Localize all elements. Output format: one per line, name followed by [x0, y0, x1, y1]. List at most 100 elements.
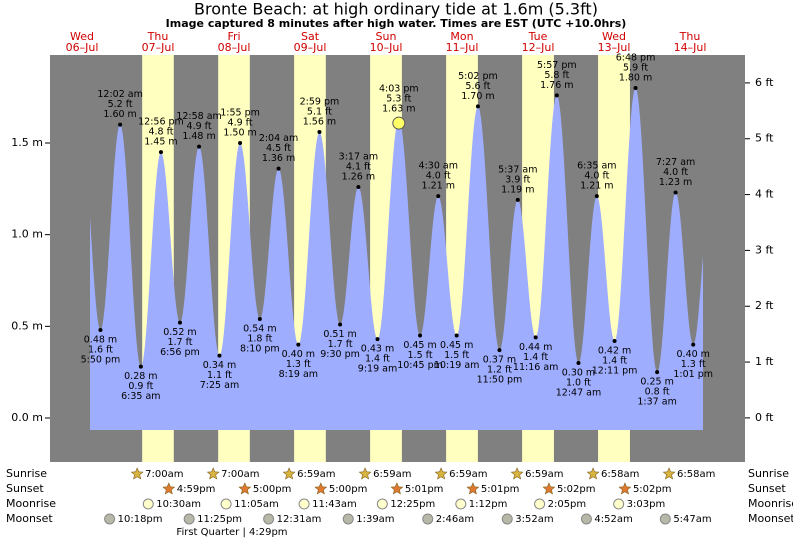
tide-point [436, 194, 441, 199]
sun-icon [618, 482, 632, 495]
tide-point [418, 333, 423, 338]
chart-layer: 0.0 m 0.5 m 1.0 m 1.5 m 0 ft 1 ft 2 ft 3 ft 4 ft… [6, 30, 793, 538]
tide-label: 1.36 m [262, 153, 295, 164]
moon-icon [376, 498, 388, 510]
sunrise-time: 6:59am [449, 469, 487, 480]
day-name: Fri [227, 30, 240, 43]
tide-label: 0.8 ft [645, 387, 670, 398]
tide-point [554, 93, 559, 98]
sunrise-time: 7:00am [145, 469, 183, 480]
tide-label: 4.0 ft [426, 171, 451, 182]
tide-label: 1.70 m [461, 91, 494, 102]
tide-label: 5.2 ft [108, 99, 133, 110]
sunrise-time: 6:59am [297, 469, 335, 480]
moonrise-time: 10:30am [156, 499, 201, 510]
tide-label: 5.9 ft [623, 63, 648, 74]
tide-label: 8:10 pm [240, 344, 280, 355]
sunset-time: 5:01pm [481, 484, 520, 495]
tide-label: 6:35 am [121, 391, 160, 402]
moonset-time: 2:46am [436, 514, 474, 525]
tide-label: 1.2 ft [487, 365, 512, 376]
sun-icon [510, 467, 524, 480]
tide-point [296, 342, 301, 347]
tide-label: 3:17 am [339, 152, 378, 163]
tide-area [90, 88, 703, 431]
tide-label: 4.9 ft [187, 121, 212, 132]
y2-tick-label: 4 ft [755, 188, 774, 201]
tide-point [158, 150, 163, 155]
y2-tick-label: 2 ft [755, 299, 774, 312]
moon-icon [659, 513, 671, 525]
row-label: Moonrise [748, 497, 793, 510]
tide-label: 1.63 m [382, 104, 415, 115]
tide-label: 4:03 pm [379, 84, 419, 95]
tide-label: 1.60 m [103, 109, 136, 120]
tide-point [276, 166, 281, 171]
moon-icon [263, 513, 275, 525]
tide-point [515, 197, 520, 202]
tide-label: 11:50 pm [477, 375, 523, 386]
moon-phase: First Quarter | 4:29pm [176, 527, 287, 538]
tide-label: 1.4 ft [365, 354, 390, 365]
moonrise-time: 3:03pm [627, 499, 666, 510]
moonrise-time: 11:05am [234, 499, 279, 510]
y2-tick-label: 5 ft [755, 132, 774, 145]
sunrise-time: 7:00am [221, 469, 259, 480]
y-tick-label: 0.5 m [11, 319, 43, 332]
tide-label: 1.5 ft [408, 350, 433, 361]
moonrise-time: 11:43am [312, 499, 357, 510]
tide-label: 1.8 ft [247, 334, 272, 345]
tide-label: 0.54 m [243, 324, 276, 335]
row-label: Moonset [6, 512, 53, 525]
tide-label: 5:57 pm [537, 60, 577, 71]
moon-icon [220, 498, 232, 510]
moonset-time: 10:18pm [118, 514, 163, 525]
sun-icon [162, 482, 176, 495]
tide-label: 5:02 pm [458, 71, 498, 82]
tide-label: 1.4 ft [602, 356, 627, 367]
tide-label: 12:58 am [176, 111, 221, 122]
tide-point [177, 320, 182, 325]
tide-point [197, 144, 202, 149]
tide-point [338, 322, 343, 327]
tide-label: 2:59 pm [300, 97, 340, 108]
tide-label: 0.45 m [440, 340, 473, 351]
sunset-time: 5:02pm [633, 484, 672, 495]
y2-tick-label: 3 ft [755, 243, 774, 256]
tide-point [217, 353, 222, 358]
sunrise-time: 6:59am [373, 469, 411, 480]
tide-label: 12:56 pm [138, 117, 184, 128]
tide-point [317, 130, 322, 134]
tide-label: 9:30 pm [320, 349, 360, 360]
day-date: 14–Jul [674, 41, 707, 54]
tide-label: 9:19 am [358, 364, 397, 375]
tide-label: 8:19 am [279, 369, 318, 380]
y2-tick-label: 1 ft [755, 355, 774, 368]
moon-icon [104, 513, 116, 525]
tide-label: 1.21 m [580, 181, 613, 192]
tide-label: 4.5 ft [266, 143, 291, 154]
tide-label: 7:27 am [656, 157, 695, 168]
row-label: Sunset [6, 482, 44, 495]
moonrise-time: 12:25pm [390, 499, 435, 510]
moonset-time: 11:25pm [197, 514, 242, 525]
tide-label: 0.40 m [282, 349, 315, 360]
day-name: Thu [679, 30, 701, 43]
row-label: Moonset [748, 512, 793, 525]
tide-label: 1.0 ft [566, 378, 591, 389]
y-tick-label: 0.0 m [11, 411, 43, 424]
row-label: Sunrise [6, 467, 47, 480]
moonset-time: 12:31am [277, 514, 322, 525]
moon-icon [422, 513, 434, 525]
day-date: 06–Jul [66, 41, 99, 54]
tide-label: 5.6 ft [465, 81, 490, 92]
tide-label: 0.52 m [163, 327, 196, 338]
tide-label: 1.80 m [619, 73, 652, 84]
sun-icon [466, 482, 480, 495]
day-date: 09–Jul [294, 41, 327, 54]
sunrise-time: 6:59am [525, 469, 563, 480]
tide-point [673, 190, 678, 195]
tide-label: 1.3 ft [681, 359, 706, 370]
tide-label: 1.1 ft [207, 370, 232, 381]
sunset-time: 5:00pm [329, 484, 368, 495]
